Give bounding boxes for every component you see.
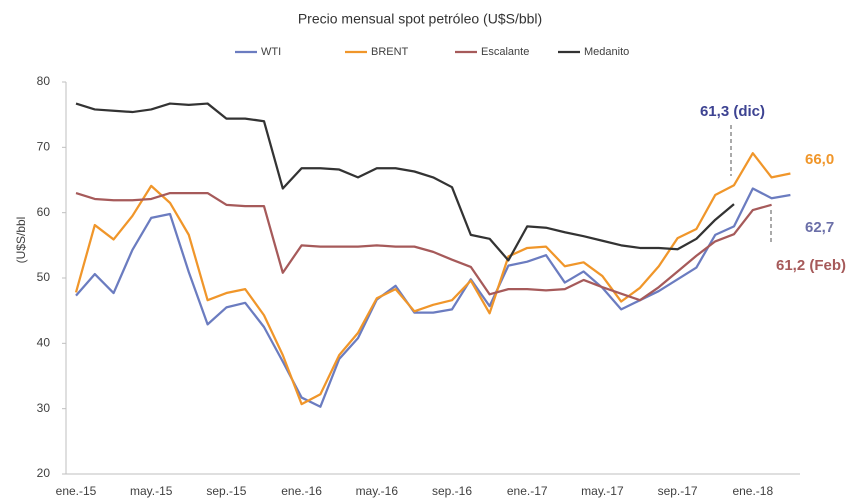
- annotation: 62,7: [805, 219, 834, 236]
- line-series: [74, 152, 791, 406]
- x-tick-label: ene.-17: [507, 484, 548, 498]
- legend-text: Escalante: [481, 46, 529, 58]
- y-tick-label: 80: [37, 74, 51, 88]
- x-tick-label: sep.-16: [432, 484, 472, 498]
- line-series: [75, 191, 772, 302]
- y-tick-label: 70: [37, 140, 51, 154]
- x-tick-label: sep.-15: [206, 484, 246, 498]
- x-tick-label: ene.-16: [281, 484, 322, 498]
- legend-text: Medanito: [584, 46, 629, 58]
- x-tick-label: ene.-18: [732, 484, 773, 498]
- legend-text: BRENT: [371, 46, 409, 58]
- x-tick-label: ene.-15: [56, 484, 97, 498]
- line-series: [75, 102, 735, 262]
- x-tick-label: may.-17: [581, 484, 624, 498]
- y-axis-label: (U$S/bbl: [14, 217, 28, 264]
- annotation: 66,0: [805, 151, 834, 168]
- y-tick-label: 20: [37, 466, 51, 480]
- line-series: [75, 187, 791, 408]
- annotation: 61,2 (Feb): [776, 257, 846, 274]
- x-tick-label: may.-15: [130, 484, 173, 498]
- y-tick-label: 30: [37, 401, 51, 415]
- chart-title: Precio mensual spot petróleo (U$S/bbl): [298, 11, 542, 27]
- y-tick-label: 50: [37, 270, 51, 284]
- y-tick-label: 40: [37, 336, 51, 350]
- legend-text: WTI: [261, 46, 281, 58]
- annotation: 61,3 (dic): [700, 103, 765, 120]
- y-tick-label: 60: [37, 205, 51, 219]
- x-tick-label: may.-16: [356, 484, 399, 498]
- x-tick-label: sep.-17: [658, 484, 698, 498]
